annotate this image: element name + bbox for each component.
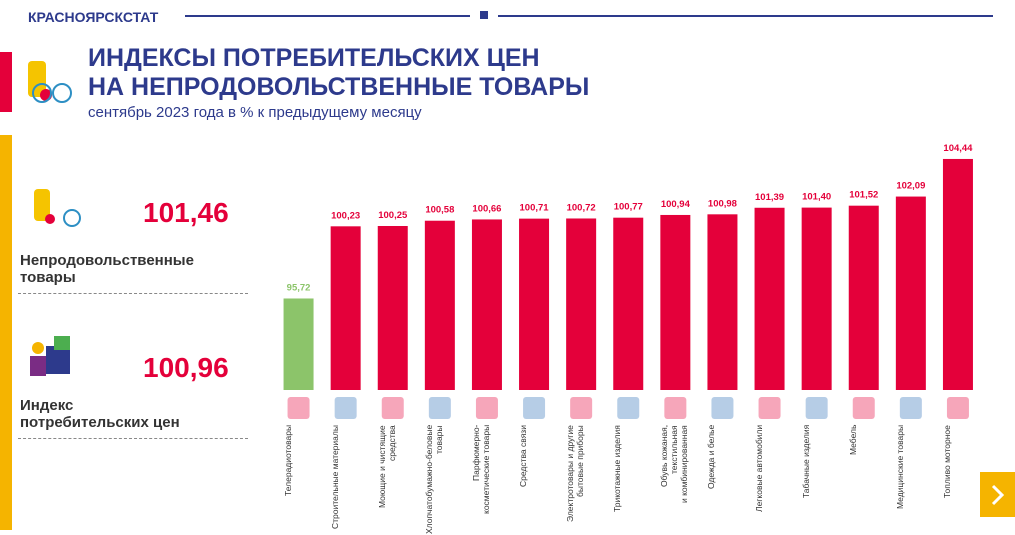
bar bbox=[424, 220, 455, 390]
bar bbox=[377, 226, 408, 390]
category-icon bbox=[287, 397, 310, 419]
value-label: 100,66 bbox=[472, 203, 501, 214]
value-label: 102,09 bbox=[896, 181, 925, 192]
summary-label: Индекс потребительских цен bbox=[20, 397, 180, 431]
bar bbox=[613, 217, 644, 390]
value-label: 100,58 bbox=[425, 205, 454, 216]
brand: КРАСНОЯРСКСТАТ bbox=[28, 9, 159, 25]
x-tick-label: Телерадиотовары bbox=[282, 425, 293, 497]
value-label: 101,52 bbox=[849, 190, 878, 201]
bar bbox=[754, 207, 785, 390]
summary-value: 100,96 bbox=[143, 352, 229, 383]
divider bbox=[18, 438, 248, 439]
category-icon bbox=[523, 397, 546, 419]
x-tick-label: Моющие и чистящие средства bbox=[376, 425, 397, 508]
divider bbox=[18, 293, 248, 294]
category-icon bbox=[852, 397, 875, 419]
bar bbox=[660, 214, 691, 390]
next-button[interactable] bbox=[980, 472, 1015, 517]
arrow bbox=[991, 484, 1005, 506]
category-icon bbox=[758, 397, 781, 419]
value-label: 101,40 bbox=[802, 192, 831, 203]
category-icon bbox=[570, 397, 593, 419]
bar bbox=[283, 298, 314, 390]
x-tick-label: Табачные изделия bbox=[800, 425, 811, 499]
x-tick-label: Строительные материалы bbox=[329, 425, 340, 529]
category-icon bbox=[805, 397, 828, 419]
value-label: 101,39 bbox=[755, 192, 784, 203]
bar bbox=[895, 196, 926, 390]
category-icon bbox=[334, 397, 357, 419]
value-label: 100,98 bbox=[708, 198, 737, 209]
summary-label: Непродовольственные товары bbox=[20, 252, 194, 286]
value-label: 100,94 bbox=[661, 199, 691, 210]
icon bbox=[28, 61, 72, 103]
value-label: 100,77 bbox=[614, 202, 643, 213]
summary-value: 101,46 bbox=[143, 197, 229, 228]
bar bbox=[471, 219, 502, 390]
x-tick-label: Парфюмерно- косметические товары bbox=[470, 425, 491, 515]
value-label: 95,72 bbox=[287, 282, 311, 293]
bar bbox=[566, 218, 597, 390]
value-label: 100,25 bbox=[378, 210, 408, 221]
category-icon bbox=[664, 397, 687, 419]
value-label: 100,23 bbox=[331, 210, 360, 221]
category-icon bbox=[711, 397, 734, 419]
accent bbox=[0, 52, 12, 112]
icon bbox=[34, 189, 81, 227]
x-tick-label: Средства связи bbox=[518, 425, 529, 487]
x-tick-label: Обувь кожаная, текстильная и комбинирова… bbox=[659, 425, 690, 503]
title: ИНДЕКСЫ ПОТРЕБИТЕЛЬСКИХ ЦЕН bbox=[88, 44, 540, 72]
header-square bbox=[480, 11, 488, 19]
bar bbox=[942, 158, 973, 390]
category-icon bbox=[899, 397, 922, 419]
bar bbox=[707, 214, 738, 390]
category-icon bbox=[381, 397, 404, 419]
header-line bbox=[498, 15, 993, 17]
x-tick-label: Топливо моторное bbox=[941, 425, 952, 498]
x-tick-label: Хлопчатобумажно-беловые товары bbox=[423, 425, 444, 535]
accent bbox=[0, 135, 12, 530]
bar bbox=[848, 205, 879, 390]
x-tick-label: Медицинские товары bbox=[894, 425, 905, 510]
category-icon bbox=[428, 397, 451, 419]
x-tick-label: Электротовары и другие бытовые приборы bbox=[565, 425, 586, 522]
value-label: 104,44 bbox=[943, 143, 973, 154]
header-line bbox=[185, 15, 470, 17]
icon bbox=[30, 336, 70, 376]
bar bbox=[330, 226, 361, 390]
subtitle: сентябрь 2023 года в % к предыдущему мес… bbox=[88, 104, 422, 121]
value-label: 100,72 bbox=[567, 202, 596, 213]
x-tick-label: Легковые автомобили bbox=[753, 425, 764, 513]
category-icon bbox=[475, 397, 498, 419]
bar bbox=[801, 207, 832, 390]
x-tick-label: Одежда и белье bbox=[706, 425, 717, 490]
x-tick-label: Мебель bbox=[847, 425, 858, 456]
category-icon bbox=[946, 397, 969, 419]
title: НА НЕПРОДОВОЛЬСТВЕННЫЕ ТОВАРЫ bbox=[88, 73, 590, 101]
category-icon bbox=[617, 397, 640, 419]
bar bbox=[519, 218, 550, 390]
value-label: 100,71 bbox=[520, 203, 550, 214]
x-tick-label: Трикотажные изделия bbox=[612, 425, 623, 512]
